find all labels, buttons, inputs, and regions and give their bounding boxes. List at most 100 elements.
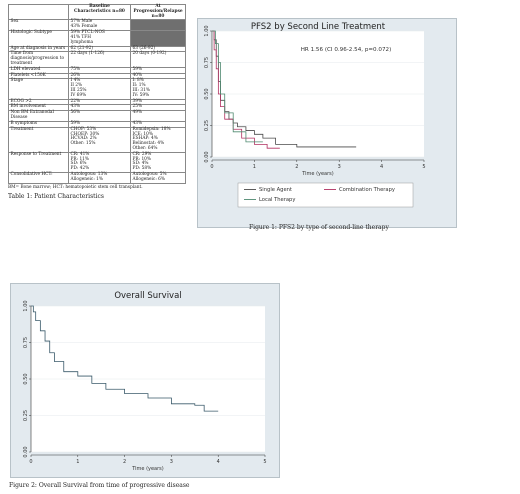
chart-title: PFS2 by Second Line Treatment <box>251 22 386 32</box>
y-tick-label: 0.25 <box>204 120 210 131</box>
hazard-ratio-annotation: HR 1.56 (CI 0.96-2.54, p=0.072) <box>301 47 392 53</box>
cell-line: PD: 58% <box>132 166 152 172</box>
table-cell: I 4% II 2% III 25% IV 69% <box>68 78 131 100</box>
table-cell: 57% Male 43% Female <box>68 19 131 32</box>
cell-line: Autologous: 13% <box>70 172 108 177</box>
cell-line: LDH elevated <box>10 66 41 72</box>
row-label-cell: Non BM Extranodal Disease <box>8 110 69 122</box>
table-cell: 56% <box>68 110 131 122</box>
chart-title: Overall Survival <box>114 291 181 301</box>
cell-line: Sex <box>10 19 19 25</box>
cell-line: Romidepsin: 18% <box>132 126 171 132</box>
y-tick-label: 0.50 <box>204 88 210 99</box>
row-label-cell: Treatment <box>8 126 69 153</box>
y-tick-label: 1.00 <box>204 25 210 36</box>
cell-line: Response to Treatment <box>10 151 62 157</box>
x-tick-label: 0 <box>29 459 32 465</box>
table-cell: Autologous: 5% Allogeneic: 6% <box>130 172 186 184</box>
cell-line: Consolidative HCT: <box>10 172 53 177</box>
table-cell: CHOP: 53% CHOEP: 30% HCVAD: 2% Other: 15% <box>68 126 131 153</box>
table-row: Time from diagnosis/progression to treat… <box>8 51 186 68</box>
x-tick-label: 4 <box>217 459 220 465</box>
pfs2-chart: PFS2 by Second Line Treatment 0.00 0.25 0.5… <box>204 22 426 208</box>
legend-box <box>237 182 414 208</box>
table-row: Histologic Subtype 59% PTCL-NOS 41% TFH lym… <box>8 30 186 47</box>
cell-line: 59% <box>132 66 143 72</box>
cell-line: III: 31% <box>132 88 150 93</box>
cell-line: 20 days (0-192) <box>132 51 167 57</box>
cell-line: CR: 29% <box>132 151 152 157</box>
table-cell: I: 8% II: 1% III: 31% IV: 59% <box>130 78 186 100</box>
cell-line: Other: 15% <box>70 141 96 147</box>
cell-line: III 25% <box>70 88 87 93</box>
legend-label: Single Agent <box>259 187 292 193</box>
cell-line: Treatment <box>10 126 34 132</box>
cell-line: Autologous: 5% <box>132 172 167 177</box>
cell-line: HCVAD: 2% <box>70 136 97 142</box>
cell-line: CHOP: 53% <box>70 126 97 132</box>
cell-line: Belinostat: 4% <box>132 141 165 147</box>
table-row: Consolidative HCT: Autologous: 13% Allogen… <box>8 172 186 184</box>
cell-line: lymphoma <box>70 39 94 45</box>
cell-line: 43% <box>70 104 81 110</box>
y-tick-label: 0.75 <box>204 57 210 68</box>
x-axis-label: Time (years) <box>301 171 334 177</box>
cell-line: Time from diagnosis/progression to treat… <box>10 51 65 66</box>
row-label-cell: Sex <box>8 19 69 32</box>
cell-line: B symptoms <box>10 120 38 126</box>
cell-line: 26% <box>70 72 81 78</box>
cell-line: 22% <box>70 98 81 104</box>
cell-line: Non BM Extranodal Disease <box>10 110 54 121</box>
x-tick-label: 3 <box>338 164 341 170</box>
table-cell: Romidepsin: 18% ICE: 10% ESHAP: 4% Belinost… <box>130 126 186 153</box>
table-cell <box>130 19 186 32</box>
cell-line: PD: 42% <box>70 166 90 172</box>
cell-line: Allogeneic: 1% <box>70 176 103 182</box>
table-cell: 49% <box>130 110 186 122</box>
cell-line: 63 (26-92) <box>132 45 156 51</box>
cell-line: II: 1% <box>132 83 146 89</box>
y-tick-label: 0.00 <box>204 151 210 162</box>
table-row: Sex 57% Male 43% Female <box>8 19 186 32</box>
table-cell: 20 days (0-192) <box>130 51 186 68</box>
table-row: Non BM Extranodal Disease 56% 49% <box>8 110 186 122</box>
cell-line: 22 days (1-126) <box>70 51 105 57</box>
cell-line: 43% Female <box>70 24 98 30</box>
x-tick-label: 5 <box>422 164 425 170</box>
row-label-cell: Time from diagnosis/progression to treat… <box>8 51 69 68</box>
cell-line: Stage <box>10 78 24 84</box>
legend-label: Local Therapy <box>259 197 295 203</box>
cell-line: SD: 4% <box>132 161 149 167</box>
cell-line: Platelets <150K <box>10 72 46 78</box>
cell-line: I: 8% <box>132 78 144 84</box>
table-header-cell: Baseline Characteristics n=80 <box>68 3 131 21</box>
x-tick-label: 1 <box>76 459 79 465</box>
table-header-cell: At Progression/Relapse n=80 <box>130 3 186 21</box>
cell-line: Age at diagnosis in years <box>10 45 66 51</box>
x-tick-label: 5 <box>263 459 266 465</box>
cell-line: ECOG >2 <box>10 98 32 104</box>
overall-survival-chart-panel: Overall Survival 0.00 0.25 0.50 0.75 1.00 0 1 2 3… <box>10 283 280 478</box>
y-tick-label: 0.75 <box>23 337 29 348</box>
pfs2-chart-panel: PFS2 by Second Line Treatment 0.00 0.25 0.5… <box>197 18 457 228</box>
cell-line: Other: 64% <box>132 145 158 151</box>
y-tick-label: 1.00 <box>23 300 29 311</box>
patient-characteristics-table: Baseline Characteristics n=80 At Progres… <box>8 3 186 184</box>
x-tick-label: 2 <box>295 164 298 170</box>
cell-line: CHOEP: 30% <box>70 131 100 137</box>
row-label-cell: Stage <box>8 78 69 100</box>
cell-line: 59% <box>70 120 81 126</box>
cell-line: Histologic Subtype <box>10 30 52 36</box>
cell-line: 39% <box>132 98 143 104</box>
table-header-cell <box>8 3 69 21</box>
table-cell: 59% PTCL-NOS 41% TFH lymphoma <box>68 30 131 47</box>
y-tick-label: 0.25 <box>23 410 29 421</box>
cell-line: PR: 10% <box>132 156 152 162</box>
cell-line: 43% <box>132 120 143 126</box>
cell-line: I 4% <box>70 78 81 84</box>
x-tick-label: 3 <box>170 459 173 465</box>
table-row: Stage I 4% II 2% III 25% IV 69% I: 8% II: 1% II… <box>8 78 186 100</box>
y-tick-label: 0.00 <box>23 446 29 457</box>
cell-line: PR: 11% <box>70 156 90 162</box>
x-tick-label: 1 <box>253 164 256 170</box>
